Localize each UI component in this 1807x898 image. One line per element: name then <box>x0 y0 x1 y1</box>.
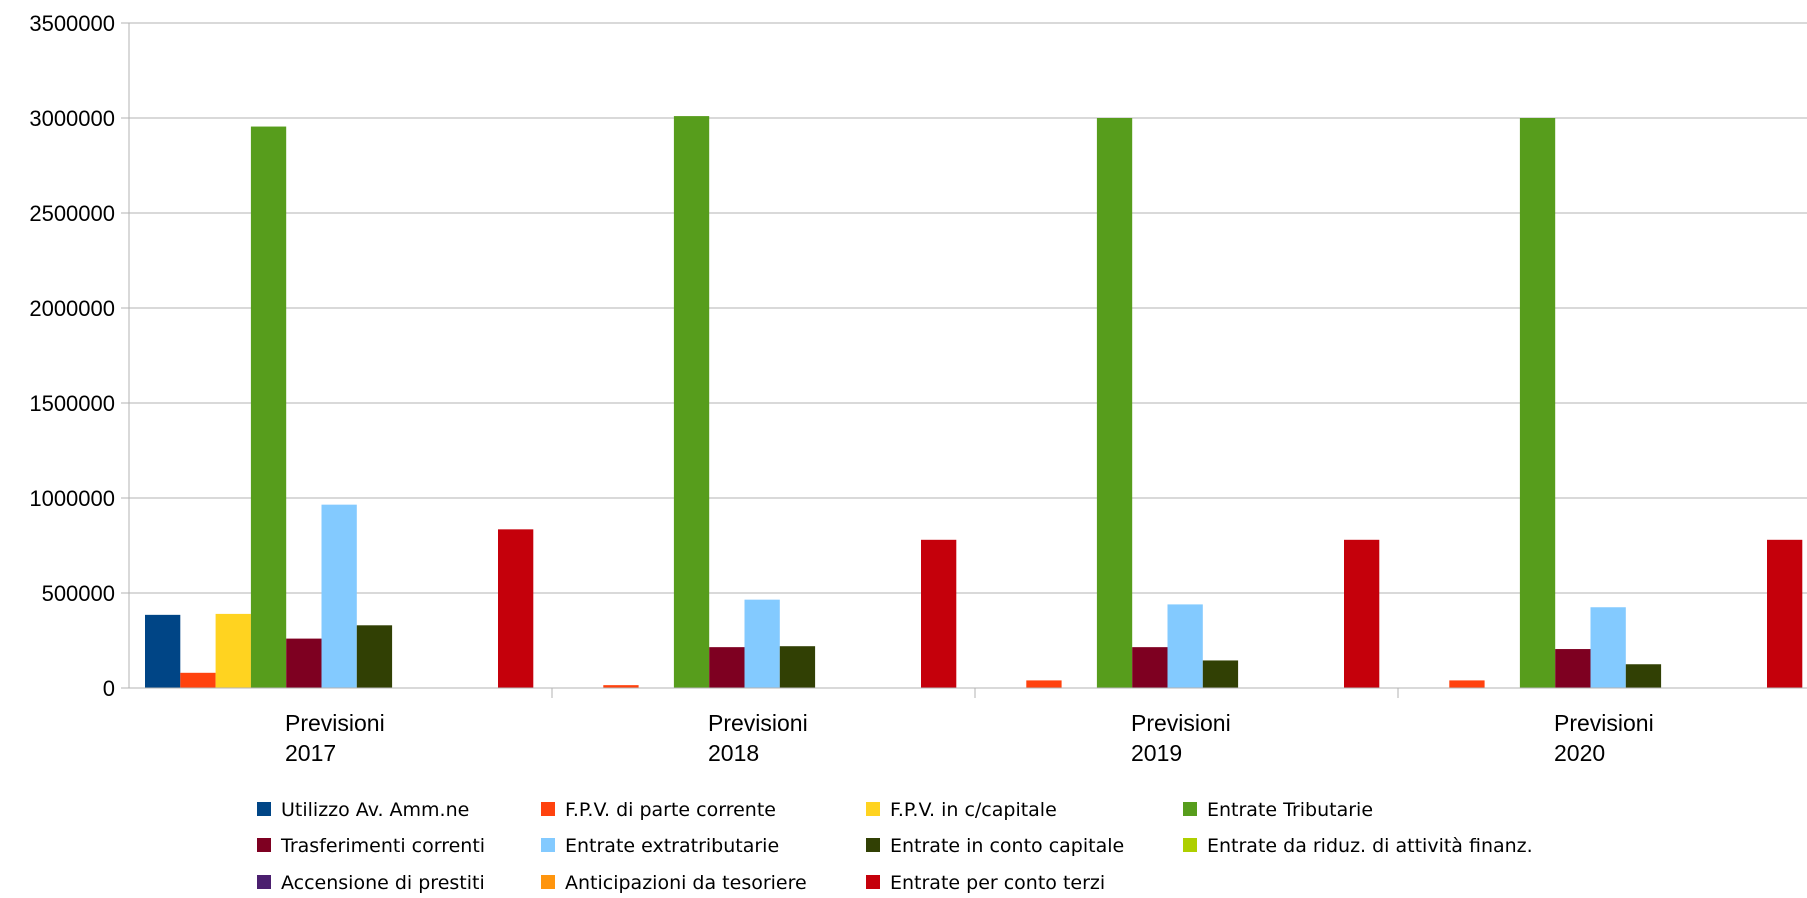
legend-swatch <box>866 802 880 816</box>
legend-swatch <box>541 838 555 852</box>
legend-swatch <box>257 875 271 889</box>
bar <box>1519 118 1556 688</box>
gridlines <box>129 22 1807 689</box>
legend-label: Entrate da riduz. di attività finanz. <box>1207 835 1533 857</box>
bar <box>180 672 216 688</box>
legend-label: Entrate Tributarie <box>1207 799 1373 821</box>
bar <box>744 599 780 688</box>
x-category-label: 2020 <box>1554 740 1605 766</box>
x-category-label: 2019 <box>1131 740 1182 766</box>
x-category-label: Previsioni <box>708 710 808 736</box>
y-tick-label: 0 <box>103 676 115 701</box>
bar <box>356 625 393 688</box>
legend-swatch <box>541 802 555 816</box>
legend: Utilizzo Av. Amm.ne F.P.V. di parte corre… <box>257 799 1533 894</box>
bar <box>779 646 816 688</box>
y-tick-label: 1500000 <box>29 391 115 416</box>
legend-swatch <box>257 802 271 816</box>
y-tick-label: 2500000 <box>29 201 115 226</box>
bar <box>321 504 357 688</box>
legend-label: Entrate in conto capitale <box>890 835 1124 857</box>
bar <box>1026 680 1062 688</box>
x-category-label: Previsioni <box>1554 710 1654 736</box>
bar <box>1167 604 1203 688</box>
bar <box>673 116 710 689</box>
y-tick-label: 3000000 <box>29 106 115 131</box>
legend-label: Anticipazioni da tesoriere <box>565 872 807 894</box>
legend-label: Trasferimenti correnti <box>280 835 485 857</box>
bar <box>498 529 534 688</box>
y-tick-label: 1000000 <box>29 486 115 511</box>
legend-swatch <box>1183 802 1197 816</box>
legend-label: Accensione di prestiti <box>281 872 485 894</box>
bar <box>1132 647 1168 688</box>
bar <box>1767 539 1803 688</box>
legend-swatch <box>1183 838 1197 852</box>
legend-swatch <box>257 838 271 852</box>
bar <box>286 638 322 688</box>
axes <box>121 22 1807 698</box>
bar <box>145 614 181 688</box>
legend-label: F.P.V. di parte corrente <box>565 799 776 821</box>
y-tick-label: 3500000 <box>29 11 115 36</box>
legend-label: Utilizzo Av. Amm.ne <box>281 799 469 821</box>
legend-label: Entrate extratributarie <box>565 835 779 857</box>
y-tick-label: 2000000 <box>29 296 115 321</box>
legend-label: F.P.V. in c/capitale <box>890 799 1057 821</box>
bar-series <box>145 116 1803 689</box>
bar <box>603 685 639 688</box>
legend-label: Entrate per conto terzi <box>890 872 1105 894</box>
bar <box>709 647 745 688</box>
bar <box>250 126 287 689</box>
x-category-label: Previsioni <box>1131 710 1231 736</box>
y-tick-label: 500000 <box>42 581 115 606</box>
y-axis-ticks: 0 500000 1000000 1500000 2000000 2500000 30000… <box>29 11 115 701</box>
bar <box>1625 664 1662 688</box>
x-category-label: Previsioni <box>285 710 385 736</box>
bar <box>1555 649 1591 688</box>
legend-swatch <box>866 838 880 852</box>
legend-swatch <box>866 875 880 889</box>
bar <box>921 539 957 688</box>
bar <box>1096 118 1133 688</box>
bar <box>1202 660 1239 688</box>
bar <box>1449 680 1485 688</box>
legend-swatch <box>541 875 555 889</box>
bar <box>215 613 251 688</box>
bar <box>1344 539 1380 688</box>
bar <box>1590 607 1626 688</box>
x-axis-categories: Previsioni 2017 Previsioni 2018 Previsioni 20… <box>285 710 1654 766</box>
x-category-label: 2017 <box>285 740 336 766</box>
x-category-label: 2018 <box>708 740 759 766</box>
